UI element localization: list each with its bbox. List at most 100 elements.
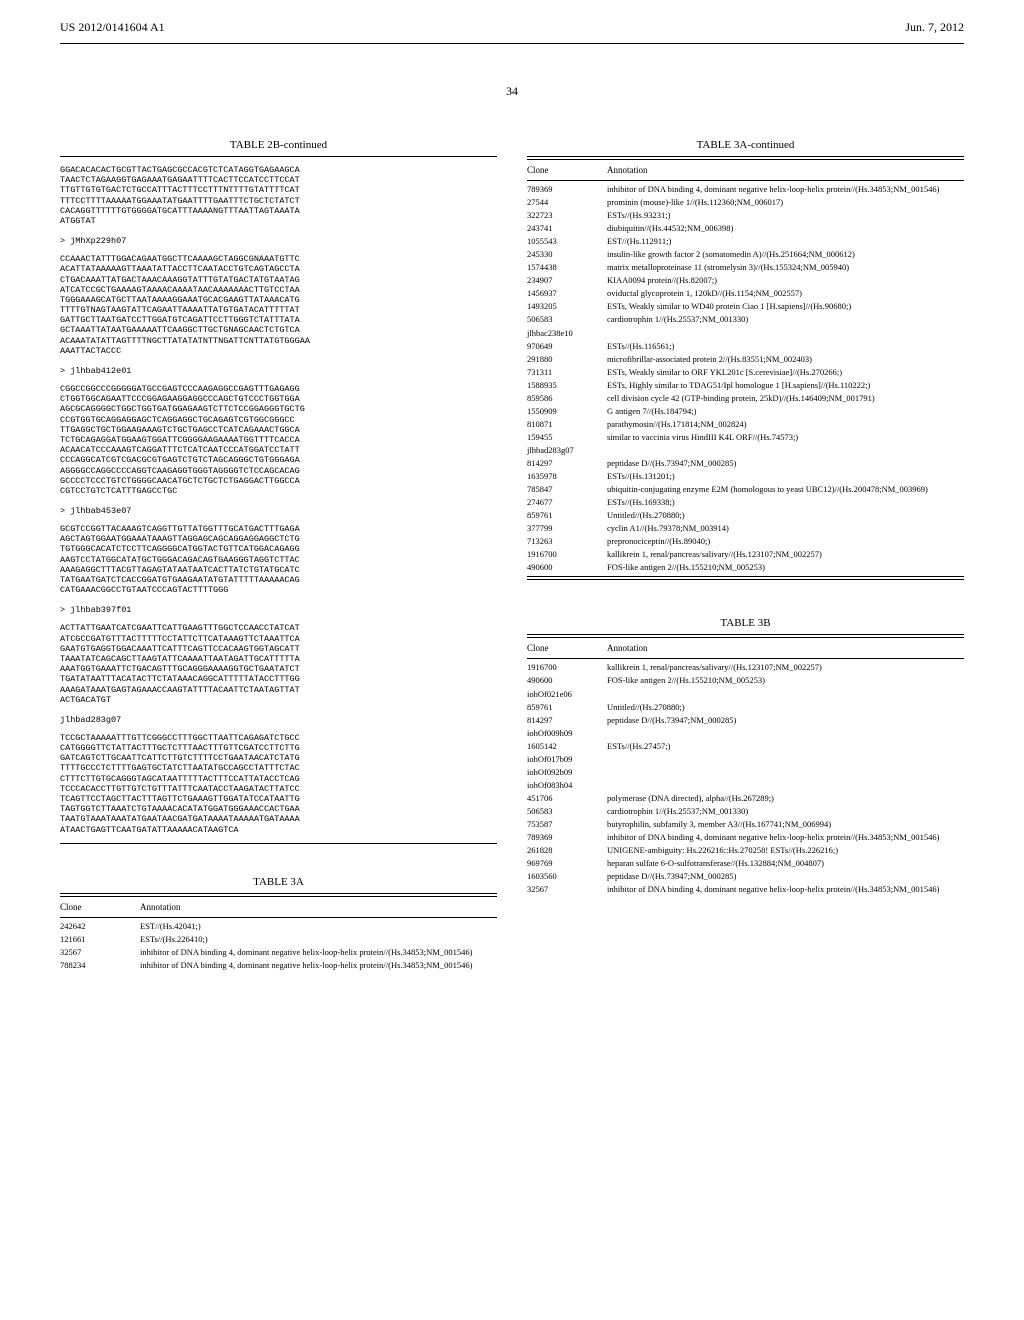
td-clone: jlhbac238e10	[527, 328, 607, 339]
td-annotation: heparan sulfate 6-O-sulfotransferase//(H…	[607, 858, 964, 869]
rule	[60, 896, 497, 897]
td-clone: 121661	[60, 934, 140, 945]
seq-body: TCCGCTAAAAATTTGTTCGGGCCTTTGGCTTAATTCAGAG…	[60, 733, 497, 835]
td-annotation: cell division cycle 42 (GTP-binding prot…	[607, 393, 964, 404]
td-annotation: ESTs//(Hs.93231;)	[607, 210, 964, 221]
th-annotation: Annotation	[607, 643, 964, 653]
table-row: 789369inhibitor of DNA binding 4, domina…	[527, 183, 964, 196]
td-annotation: EST//(Hs.42041;)	[140, 921, 497, 932]
td-annotation: cyclin A1//(Hs.79378;NM_003914)	[607, 523, 964, 534]
td-annotation	[607, 689, 964, 700]
td-clone: 789369	[527, 184, 607, 195]
rule	[527, 156, 964, 157]
table-row: 814297peptidase D//(Hs.73947;NM_000285)	[527, 457, 964, 470]
td-clone: iohOf092b09	[527, 767, 607, 778]
table-3b-title: TABLE 3B	[527, 617, 964, 629]
rule	[60, 917, 497, 918]
seq-header: > jlhbab397f01	[60, 605, 497, 615]
td-clone: 713263	[527, 536, 607, 547]
table-row: 814297peptidase D//(Hs.73947;NM_000285)	[527, 714, 964, 727]
seq-body: CCAAACTATTTGGACAGAATGGCTTCAAAAGCTAGGCGNA…	[60, 254, 497, 356]
table-row: iohOf092b09	[527, 766, 964, 779]
table-row: 291880microfibrillar-associated protein …	[527, 353, 964, 366]
td-annotation: ESTs//(Hs.27457;)	[607, 741, 964, 752]
table-3a-header: Clone Annotation	[60, 899, 497, 915]
td-clone: iohOf009h09	[527, 728, 607, 739]
td-annotation: ESTs//(Hs.116561;)	[607, 341, 964, 352]
td-annotation: inhibitor of DNA binding 4, dominant neg…	[607, 832, 964, 843]
table-3a-cont-body: 789369inhibitor of DNA binding 4, domina…	[527, 183, 964, 574]
page-number: 34	[60, 84, 964, 99]
td-annotation: ESTs, Weakly similar to ORF YKL201c [S.c…	[607, 367, 964, 378]
table-row: 451706polymerase (DNA directed), alpha//…	[527, 792, 964, 805]
td-annotation: ESTs//(Hs.131201;)	[607, 471, 964, 482]
table-row: 121661ESTs//(Hs.226410;)	[60, 933, 497, 946]
table-3b-header: Clone Annotation	[527, 640, 964, 656]
right-column: TABLE 3A-continued Clone Annotation 7893…	[527, 129, 964, 972]
seq-header: > jlhbab412e01	[60, 366, 497, 376]
td-clone: 261828	[527, 845, 607, 856]
table-row: jlhbad283g07	[527, 444, 964, 457]
td-clone: 788234	[60, 960, 140, 971]
rule	[527, 579, 964, 580]
td-clone: 322723	[527, 210, 607, 221]
td-clone: iohOf083h04	[527, 780, 607, 791]
td-clone: iohOf021e06	[527, 689, 607, 700]
table-row: 322723ESTs//(Hs.93231;)	[527, 209, 964, 222]
sequence-list: > jMhXp229h07 CCAAACTATTTGGACAGAATGGCTTCA…	[60, 236, 497, 835]
td-annotation	[607, 445, 964, 456]
td-annotation: ESTs//(Hs.169338;)	[607, 497, 964, 508]
td-clone: 32567	[60, 947, 140, 958]
table-row: 506583cardiotrophin 1//(Hs.25537;NM_0013…	[527, 313, 964, 326]
th-clone: Clone	[527, 165, 607, 175]
td-annotation: cardiotrophin 1//(Hs.25537;NM_001330)	[607, 806, 964, 817]
seq-header: > jMhXp229h07	[60, 236, 497, 246]
td-annotation: diubiquitin//(Hs.44532;NM_006398)	[607, 223, 964, 234]
td-clone: jlhbad283g07	[527, 445, 607, 456]
td-annotation: kallikrein 1, renal/pancreas/salivary//(…	[607, 549, 964, 560]
td-clone: 243741	[527, 223, 607, 234]
table-row: 490600FOS-like antigen 2//(Hs.155210;NM_…	[527, 561, 964, 574]
td-clone: 1916700	[527, 549, 607, 560]
table-row: 243741diubiquitin//(Hs.44532;NM_006398)	[527, 222, 964, 235]
td-clone: 1574438	[527, 262, 607, 273]
td-annotation: peptidase D//(Hs.73947;NM_000285)	[607, 715, 964, 726]
table-3a-cont-title: TABLE 3A-continued	[527, 139, 964, 151]
table-row: 789369inhibitor of DNA binding 4, domina…	[527, 831, 964, 844]
td-clone: 506583	[527, 806, 607, 817]
seq-intro: GGACACACACTGCGTTACTGAGCGCCACGTCTCATAGGTG…	[60, 165, 497, 226]
td-clone: 1603560	[527, 871, 607, 882]
td-annotation	[607, 767, 964, 778]
table-row: 32567inhibitor of DNA binding 4, dominan…	[60, 946, 497, 959]
table-row: 32567inhibitor of DNA binding 4, dominan…	[527, 883, 964, 896]
table-row: 859761Untitled//(Hs.270880;)	[527, 509, 964, 522]
left-column: TABLE 2B-continued GGACACACACTGCGTTACTGA…	[60, 129, 497, 972]
td-clone: 490600	[527, 562, 607, 573]
td-annotation: peptidase D//(Hs.73947;NM_000285)	[607, 458, 964, 469]
seq-body: GCGTCCGGTTACAAAGTCAGGTTGTTATGGTTTGCATGAC…	[60, 524, 497, 595]
table-row: iohOf021e06	[527, 688, 964, 701]
td-annotation: Untitled//(Hs.270880;)	[607, 510, 964, 521]
table-3a-cont-header: Clone Annotation	[527, 162, 964, 178]
td-annotation: FOS-like antigen 2//(Hs.155210;NM_005253…	[607, 562, 964, 573]
seq-body: CGGCCGGCCCGGGGGATGCCGAGTCCCAAGAGGCCGAGTT…	[60, 384, 497, 496]
td-clone: iohOf017b09	[527, 754, 607, 765]
td-clone: 1605142	[527, 741, 607, 752]
table-row: 859586cell division cycle 42 (GTP-bindin…	[527, 392, 964, 405]
td-annotation: prominin (mouse)-like 1//(Hs.112360;NM_0…	[607, 197, 964, 208]
rule	[527, 159, 964, 160]
td-clone: 969769	[527, 858, 607, 869]
td-annotation: ESTs, Weakly similar to WD40 protein Cia…	[607, 301, 964, 312]
td-clone: 274677	[527, 497, 607, 508]
seq-body: ACTTATTGAATCATCGAATTCATTGAAGTTTGGCTCCAAC…	[60, 623, 497, 705]
td-clone: 731311	[527, 367, 607, 378]
td-annotation: ubiquitin-conjugating enzyme E2M (homolo…	[607, 484, 964, 495]
td-clone: 1055543	[527, 236, 607, 247]
pub-date: Jun. 7, 2012	[905, 20, 964, 35]
td-clone: 1493205	[527, 301, 607, 312]
td-annotation: ESTs, Highly similar to TDAG51/Ipl homol…	[607, 380, 964, 391]
td-annotation: insulin-like growth factor 2 (somatomedi…	[607, 249, 964, 260]
th-annotation: Annotation	[140, 902, 497, 912]
td-annotation: microfibrillar-associated protein 2//(Hs…	[607, 354, 964, 365]
td-clone: 753587	[527, 819, 607, 830]
